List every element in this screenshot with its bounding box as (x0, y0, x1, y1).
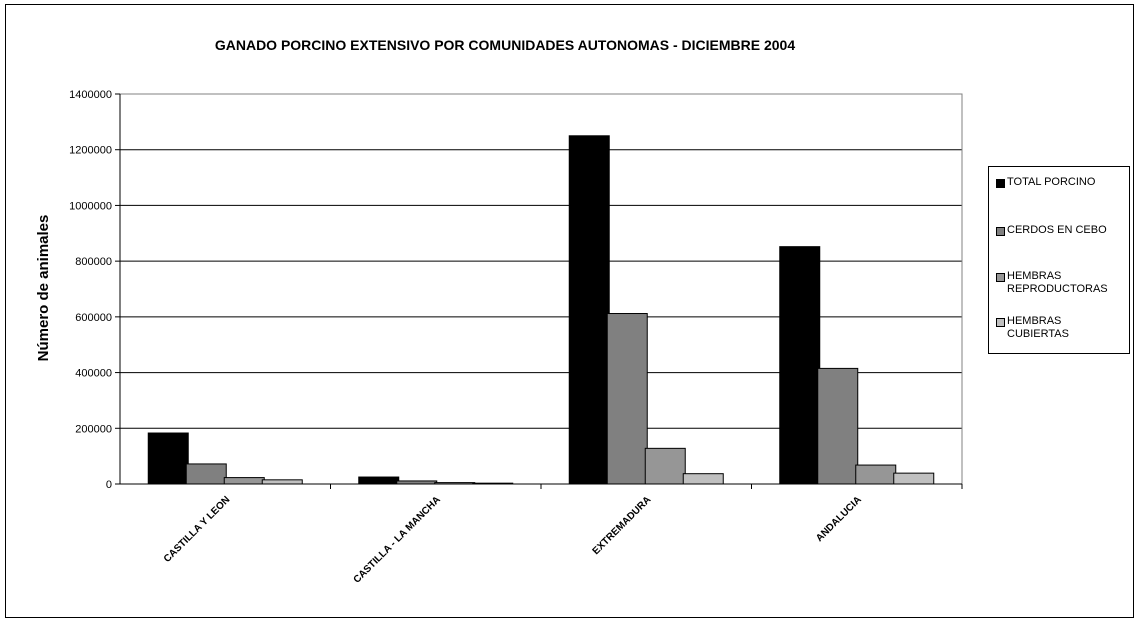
x-tick-label: ANDALUCIA (814, 494, 864, 544)
bar (568, 135, 610, 485)
bar (779, 246, 821, 485)
legend-label: TOTAL PORCINO (1007, 176, 1096, 188)
bar (817, 367, 859, 485)
bar (893, 472, 935, 485)
bar (358, 476, 400, 485)
legend: TOTAL PORCINO CERDOS EN CEBO HEMBRAS REP… (988, 166, 1130, 354)
legend-label: HEMBRAS CUBIERTAS (1007, 315, 1069, 340)
bars (147, 135, 935, 485)
legend-item-total-porcino: TOTAL PORCINO (996, 176, 1095, 189)
x-tick-label: CASTILLA Y LEON (162, 494, 233, 565)
bar (147, 432, 189, 485)
bar (606, 313, 648, 485)
legend-label: HEMBRAS REPRODUCTORAS (1007, 270, 1108, 295)
legend-swatch (996, 273, 1005, 282)
y-tick-label: 0 (106, 479, 112, 491)
bar (185, 463, 227, 485)
legend-item-hembras-reproductoras: HEMBRAS REPRODUCTORAS (996, 270, 1126, 296)
legend-item-hembras-cubiertas: HEMBRAS CUBIERTAS (996, 315, 1096, 341)
legend-swatch (996, 179, 1005, 188)
x-tick-label: CASTILLA - LA MANCHA (352, 494, 443, 585)
y-tick-label: 600000 (75, 312, 112, 324)
y-axis-label: Número de animales (35, 215, 52, 362)
legend-item-cerdos-en-cebo: CERDOS EN CEBO (996, 224, 1107, 237)
chart-title: GANADO PORCINO EXTENSIVO POR COMUNIDADES… (215, 37, 796, 53)
bar (855, 464, 897, 485)
y-tick-label: 1000000 (69, 200, 112, 212)
bar (223, 477, 265, 485)
legend-swatch (996, 318, 1005, 327)
x-tick-label: EXTREMADURA (591, 494, 654, 557)
legend-swatch (996, 227, 1005, 236)
y-tick-label: 1200000 (69, 145, 112, 157)
y-tick-labels: 0 200000 400000 600000 800000 1000000 1200000 1… (69, 89, 112, 491)
bar (644, 447, 686, 485)
y-tick-label: 400000 (75, 368, 112, 380)
axes (115, 93, 963, 489)
y-tick-label: 200000 (75, 423, 112, 435)
bar (261, 479, 303, 485)
x-tick-labels: CASTILLA Y LEON CASTILLA - LA MANCHA EXTRE… (162, 494, 864, 585)
bar (682, 473, 724, 485)
legend-label: CERDOS EN CEBO (1007, 224, 1107, 236)
y-tick-label: 800000 (75, 256, 112, 268)
y-tick-label: 1400000 (69, 89, 112, 101)
